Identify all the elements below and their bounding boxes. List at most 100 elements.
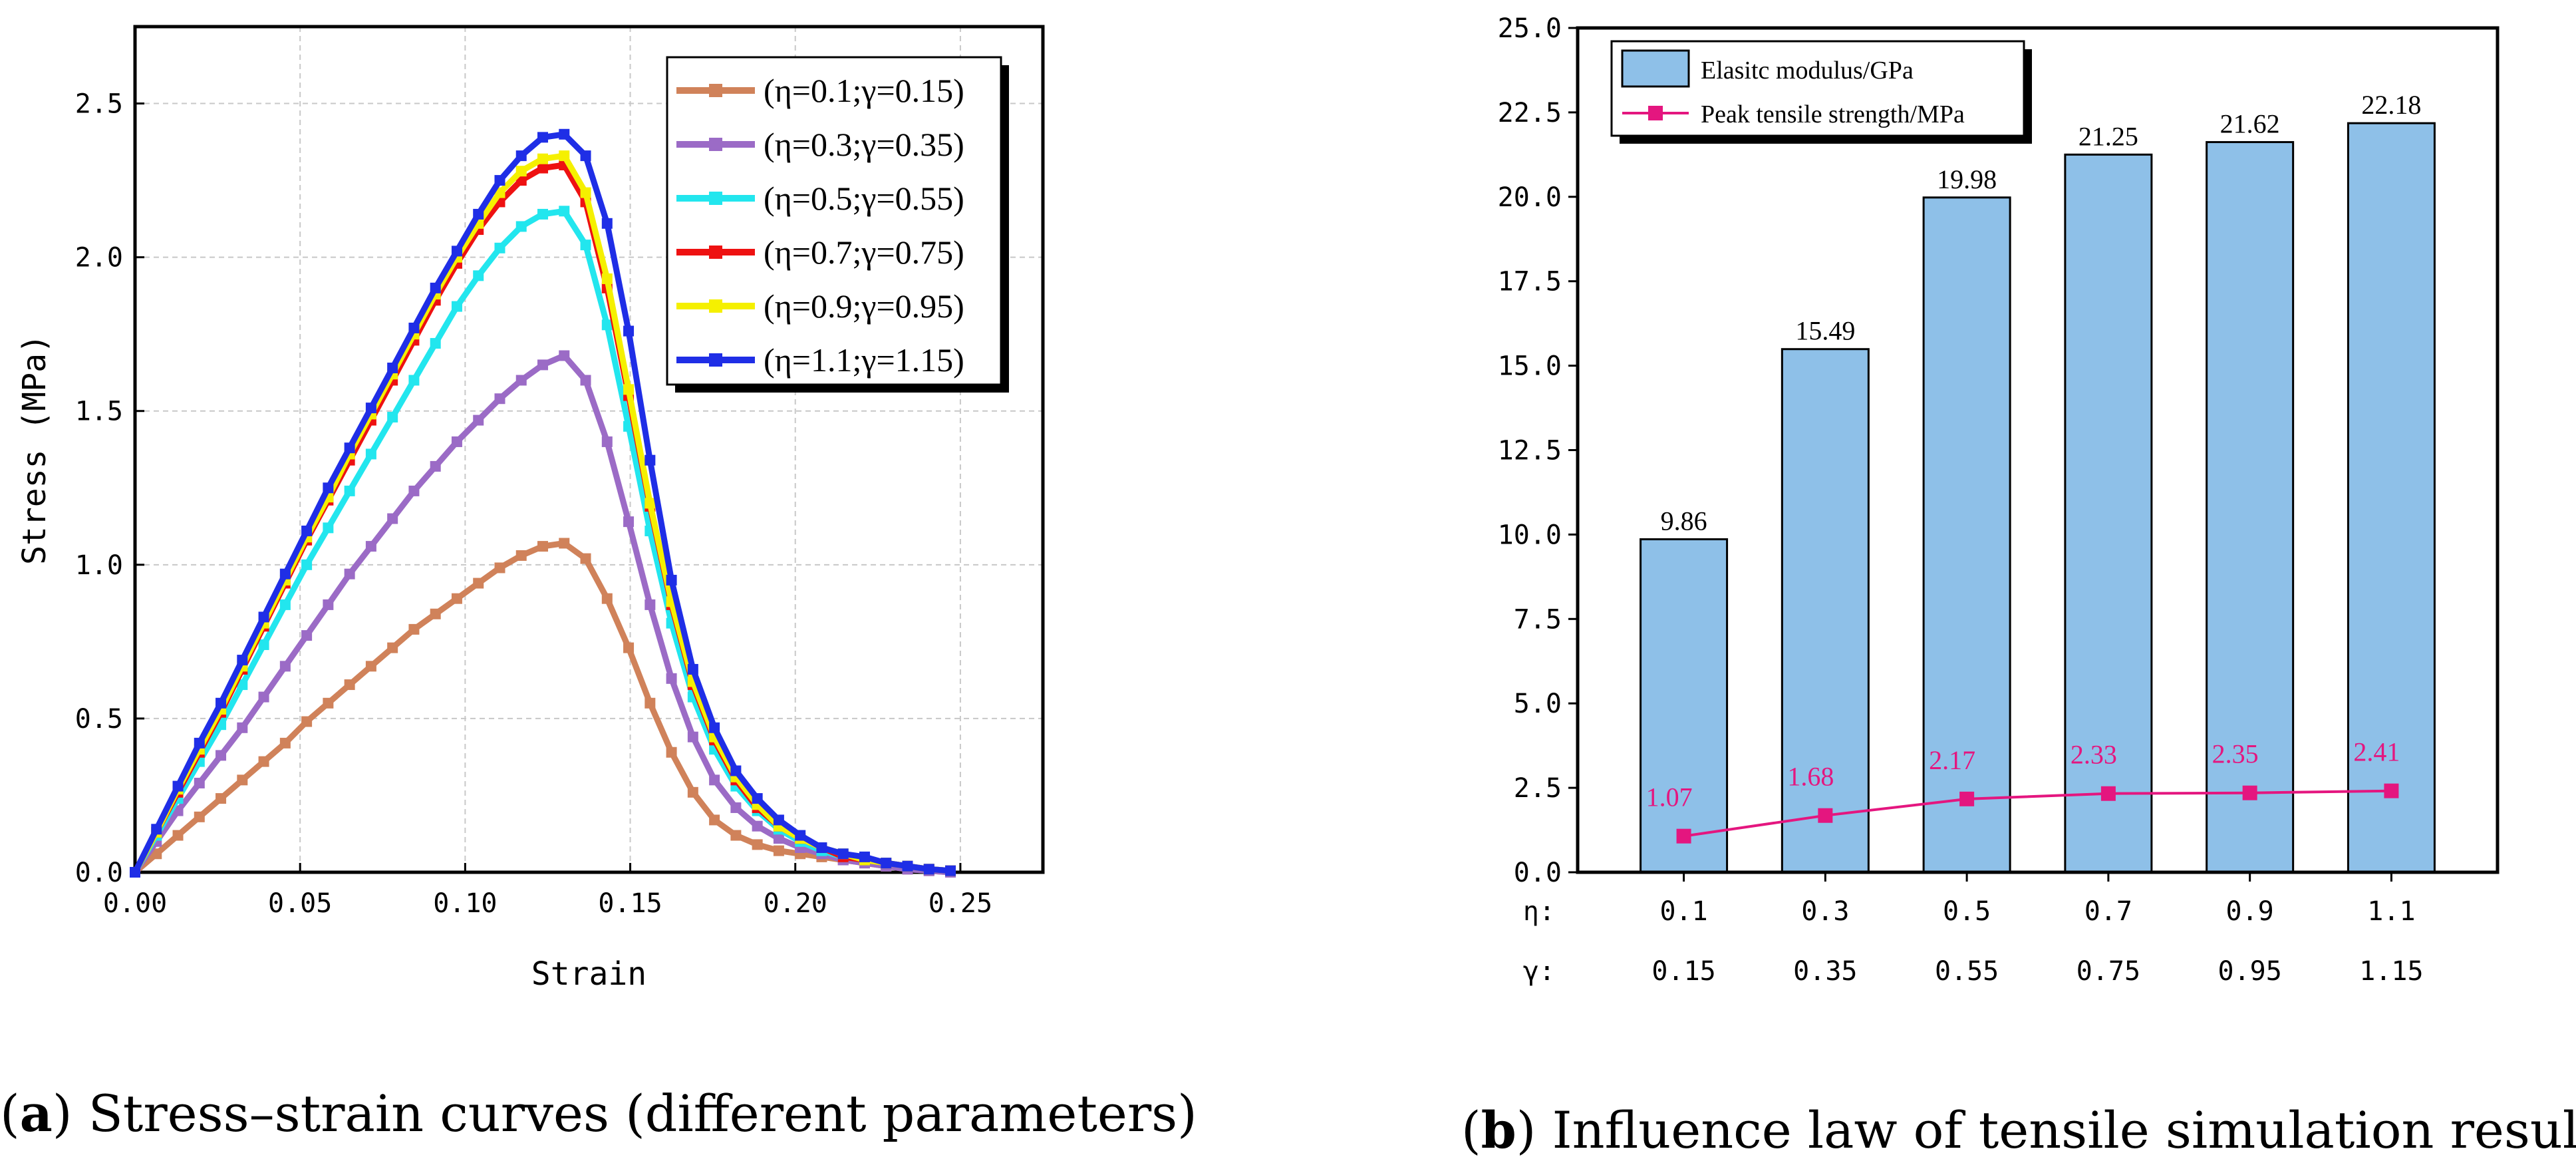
panel-a-series-point-6 xyxy=(923,864,934,875)
panel-b-y-tick-label: 22.5 xyxy=(1498,98,1562,128)
panel-b-y-tick-label: 12.5 xyxy=(1498,436,1562,466)
panel-b-y-tick-label: 2.5 xyxy=(1514,773,1562,804)
panel-a-series xyxy=(130,128,956,878)
panel-b-bar xyxy=(1640,538,1729,874)
panel-b-peak-line-point xyxy=(1676,828,1691,844)
panel-a-series-point-6 xyxy=(323,482,334,494)
panel-b-gamma-category-label: 0.75 xyxy=(2076,956,2140,987)
panel-a-series-point-5 xyxy=(559,150,570,162)
panel-b-y-tick-label: 7.5 xyxy=(1514,604,1562,635)
panel-a-series-point-3 xyxy=(258,639,269,650)
panel-a-y-tick-label: 0.5 xyxy=(75,704,123,735)
panel-a-series-point-6 xyxy=(430,282,441,293)
panel-a-series-point-1 xyxy=(709,814,720,826)
panel-a-series-point-3 xyxy=(344,485,355,496)
panel-b-category-labels: η: γ: 0.1 0.3 0.5 0.7 0.9 1.1 0.15 0.35 0.55 0.75 0.… xyxy=(1523,896,2424,987)
panel-a-series-point-5 xyxy=(515,166,527,177)
panel-a-legend: (η=0.1;γ=0.15) (η=0.3;γ=0.35) (η=0.5;γ=0.5… xyxy=(666,56,1009,393)
panel-b-bar-value-label: 21.25 xyxy=(2078,121,2138,151)
panel-a-series-point-2 xyxy=(279,661,291,672)
panel-a-x-tick-label: 0.20 xyxy=(764,888,827,919)
panel-a-series-point-3 xyxy=(473,270,484,281)
panel-a-caption: (a) Stress–strain curves (different para… xyxy=(0,1084,1197,1143)
panel-a-series-point-1 xyxy=(430,608,441,619)
panel-b-eta-category-label: 0.7 xyxy=(2084,896,2132,927)
panel-b-eta-category-label: 0.9 xyxy=(2226,896,2274,927)
panel-b-bar xyxy=(1922,196,2011,874)
panel-a-series-point-6 xyxy=(580,150,591,162)
panel-b-y-tick-label: 15.0 xyxy=(1498,351,1562,382)
panel-a-series-point-6 xyxy=(730,765,742,776)
panel-a-series-point-1 xyxy=(515,550,527,561)
panel-a-series-point-3 xyxy=(430,338,441,349)
panel-b-peak-value-label: 2.35 xyxy=(2212,739,2259,769)
panel-b-gamma-category-label: 0.55 xyxy=(1935,956,1999,987)
panel-a-series-point-2 xyxy=(666,673,677,684)
panel-a-series-point-6 xyxy=(537,132,549,143)
panel-a-caption-text: Stress–strain curves (different paramete… xyxy=(88,1084,1197,1143)
panel-b-peak-line-point xyxy=(1818,808,1833,823)
panel-b-eta-row-label: η: xyxy=(1523,896,1555,927)
panel-a-series-point-1 xyxy=(172,830,184,841)
panel-a-series-point-3 xyxy=(537,208,549,220)
panel-a-series-point-3 xyxy=(451,301,462,312)
panel-a-series-point-3 xyxy=(580,240,591,251)
panel-b-caption-letter: b xyxy=(1481,1100,1516,1160)
panel-b-eta-category-label: 0.3 xyxy=(1801,896,1849,927)
panel-a-series-point-6 xyxy=(816,842,827,854)
panel-a-series-point-2 xyxy=(451,436,462,447)
panel-a-series-point-1 xyxy=(559,538,570,549)
panel-a-series-line-2 xyxy=(132,353,951,876)
panel-a-series-point-6 xyxy=(451,246,462,257)
panel-a-y-tick-label: 1.5 xyxy=(75,397,123,427)
panel-a-series-point-6 xyxy=(194,737,205,749)
panel-a-series-point-1 xyxy=(237,774,248,786)
panel-a-legend-label: (η=0.3;γ=0.35) xyxy=(764,126,964,163)
panel-a-series-point-3 xyxy=(408,375,420,386)
panel-a-series-point-3 xyxy=(515,221,527,232)
panel-a-legend-label: (η=0.7;γ=0.75) xyxy=(764,234,964,271)
panel-a-series-point-6 xyxy=(172,780,184,792)
panel-b-legend-bar-swatch xyxy=(1621,49,1690,88)
panel-a-series-point-6 xyxy=(881,858,892,869)
panel-a-series-point-1 xyxy=(215,793,227,804)
panel-b-legend-line-marker xyxy=(1648,106,1663,120)
panel-a-series-point-5 xyxy=(580,187,591,198)
panel-a-series-point-2 xyxy=(387,513,398,524)
panel-a-series-point-1 xyxy=(408,623,420,635)
panel-a-x-tick-label: 0.00 xyxy=(103,888,167,919)
panel-a-series-point-6 xyxy=(473,208,484,220)
panel-a-series-point-1 xyxy=(473,578,484,589)
panel-b-gamma-category-label: 0.35 xyxy=(1793,956,1857,987)
panel-a-x-tick-label: 0.15 xyxy=(598,888,662,919)
panel-a-series-point-1 xyxy=(687,786,698,798)
panel-a-series-point-2 xyxy=(258,691,269,703)
panel-b-eta-category-label: 1.1 xyxy=(2367,896,2415,927)
panel-a-legend-swatch-marker xyxy=(709,84,722,97)
panel-a-series-point-2 xyxy=(601,436,613,447)
panel-a-ticks: 0.00 0.05 0.10 0.15 0.20 0.25 0.0 0.5 1.0 1.5 2.0 2… xyxy=(75,89,992,919)
panel-a-series-point-2 xyxy=(301,630,313,641)
panel-b-bar xyxy=(2347,122,2436,874)
panel-a-series-point-5 xyxy=(601,273,613,284)
panel-a-series-point-6 xyxy=(387,363,398,374)
panel-a-x-tick-label: 0.25 xyxy=(929,888,992,919)
panel-a-x-tick-label: 0.05 xyxy=(268,888,332,919)
panel-b-bar-value-label: 22.18 xyxy=(2361,90,2421,120)
panel-a-series-point-4 xyxy=(537,162,549,174)
panel-a-series-point-6 xyxy=(623,325,635,337)
panel-a-series-point-5 xyxy=(537,153,549,164)
panel-a-series-point-5 xyxy=(644,498,656,509)
panel-a-series-point-2 xyxy=(473,415,484,426)
panel-a-series-point-1 xyxy=(323,697,334,709)
panel-a-series-point-6 xyxy=(666,574,677,586)
panel-a-series-point-1 xyxy=(344,679,355,691)
panel-b-peak-value-label: 1.07 xyxy=(1646,782,1693,812)
panel-b-gamma-category-label: 0.15 xyxy=(1651,956,1715,987)
panel-a-series-point-2 xyxy=(515,375,527,386)
panel-b-peak-value-label: 2.33 xyxy=(2071,740,2117,770)
panel-a-series-point-6 xyxy=(215,697,227,709)
panel-a-legend-swatch-marker xyxy=(709,246,722,259)
panel-a-series-point-2 xyxy=(687,731,698,743)
panel-b-legend-line-label: Peak tensile strength/MPa xyxy=(1701,100,1965,128)
